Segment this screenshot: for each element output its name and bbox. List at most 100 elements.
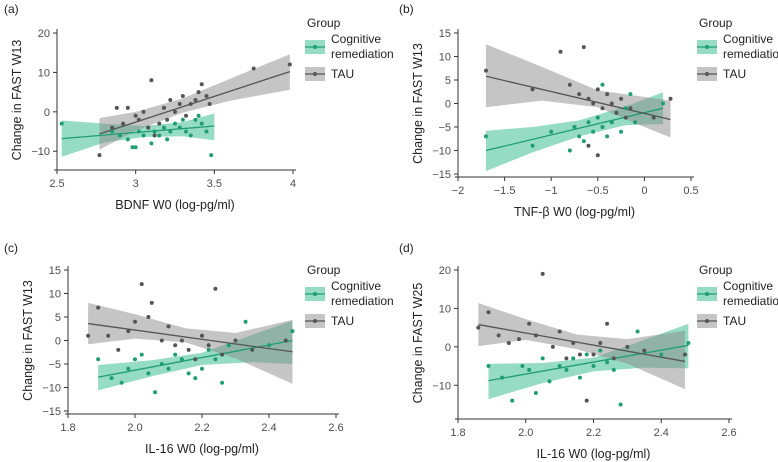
- cr-data-point: [152, 129, 157, 134]
- tau-data-point: [233, 338, 238, 343]
- tau-data-point: [121, 121, 126, 126]
- cr-data-point: [591, 364, 596, 369]
- tau-data-point: [605, 321, 610, 326]
- legend-key-cr-dot: [705, 292, 709, 296]
- legend-key-cr-dot: [313, 292, 317, 296]
- cr-data-point: [584, 352, 589, 357]
- tau-data-point: [591, 352, 596, 357]
- cr-data-point: [213, 357, 218, 362]
- tau-data-point: [651, 115, 656, 120]
- tau-regression-line: [88, 322, 293, 353]
- x-axis-title: IL-16 W0 (log-pg/ml): [145, 442, 259, 456]
- cr-data-point: [119, 380, 124, 385]
- cr-data-point: [564, 367, 569, 372]
- cr-data-point: [581, 139, 586, 144]
- y-tick-label: 5: [55, 312, 61, 324]
- cr-data-point: [133, 357, 137, 362]
- cr-data-point: [661, 101, 666, 106]
- tau-data-point: [146, 315, 151, 319]
- tau-data-point: [558, 49, 563, 54]
- cr-data-point: [186, 371, 191, 376]
- tau-data-point: [625, 344, 630, 349]
- tau-data-point: [476, 325, 481, 330]
- tau-data-point: [577, 352, 582, 357]
- tau-data-point: [619, 96, 624, 101]
- x-tick-label: 0.5: [683, 185, 698, 197]
- cr-data-point: [226, 343, 231, 348]
- y-tick-label: 0: [55, 336, 61, 348]
- cr-data-point: [483, 134, 488, 139]
- tau-data-point: [213, 286, 218, 291]
- y-tick-label: −10: [432, 380, 451, 392]
- cr-data-point: [540, 356, 545, 361]
- tau-confidence-band: [485, 44, 671, 138]
- tau-data-point: [533, 333, 538, 338]
- legend-title: Group: [699, 263, 733, 277]
- tau-data-point: [598, 341, 603, 345]
- legend-label-tau: TAU: [723, 314, 746, 328]
- tau-data-point: [188, 101, 193, 106]
- y-axis-title: Change in FAST W13: [10, 40, 24, 161]
- cr-data-point: [146, 371, 151, 376]
- tau-data-point: [193, 357, 198, 362]
- y-tick-label: 10: [38, 67, 50, 79]
- tau-data-point: [595, 153, 600, 158]
- cr-data-point: [188, 133, 193, 138]
- x-tick-label: 2.4: [654, 427, 669, 439]
- tau-data-point: [614, 110, 619, 115]
- cr-data-point: [177, 125, 182, 130]
- y-tick-label: 15: [439, 28, 451, 40]
- cr-data-point: [204, 129, 209, 134]
- cr-data-point: [567, 148, 572, 153]
- cr-data-point: [139, 352, 144, 357]
- cr-data-point: [549, 129, 554, 134]
- tau-data-point: [571, 341, 576, 345]
- tau-data-point: [611, 356, 616, 361]
- tau-data-point: [204, 94, 209, 99]
- tau-data-point: [196, 90, 201, 95]
- panel-label: (c): [4, 241, 18, 255]
- legend-label-cr-line1: Cognitive: [723, 279, 773, 293]
- y-axis-title: Change in FAST W13: [411, 43, 425, 164]
- x-tick-label: 2.2: [194, 422, 209, 434]
- y-tick-label: −5: [438, 122, 451, 134]
- tau-data-point: [557, 329, 562, 334]
- tau-data-point: [207, 101, 212, 106]
- cr-data-point: [611, 367, 616, 372]
- cr-data-point: [609, 120, 614, 125]
- tau-data-point: [149, 78, 154, 83]
- cr-data-point: [209, 153, 214, 158]
- x-tick-label: 2.0: [127, 422, 142, 434]
- cr-data-point: [290, 329, 295, 334]
- tau-data-point: [173, 109, 177, 114]
- cr-data-point: [633, 120, 638, 125]
- x-tick-label: −1.5: [494, 185, 516, 197]
- tau-data-point: [179, 338, 184, 343]
- tau-data-point: [159, 338, 164, 343]
- y-tick-label: −10: [432, 146, 451, 158]
- tau-data-point: [97, 153, 102, 158]
- cr-data-point: [199, 121, 204, 126]
- y-tick-label: 20: [439, 265, 451, 277]
- legend-label-cr-line2: remediation: [331, 294, 394, 308]
- cr-data-point: [619, 129, 624, 134]
- cr-data-point: [635, 329, 640, 334]
- tau-data-point: [186, 347, 191, 352]
- cr-data-point: [486, 364, 491, 369]
- cr-data-point: [165, 137, 170, 142]
- panel-c: (c) 1.8 2.0 2.2 2.4 2.6 −15 −10 −5 0 5 10 15 IL-16 W0…: [4, 241, 394, 456]
- panel-label: (b): [399, 2, 414, 16]
- cr-data-point: [605, 360, 610, 365]
- tau-data-point: [586, 96, 591, 101]
- tau-data-point: [133, 319, 137, 324]
- tau-data-point: [605, 92, 610, 97]
- tau-confidence-band: [99, 54, 290, 150]
- tau-data-point: [173, 343, 178, 348]
- axes: −2 −1.5 −1 −0.5 0 0.5 −15 −10 −5 0 5 10 15: [432, 28, 698, 197]
- cr-data-point: [243, 319, 248, 324]
- y-tick-label: −5: [48, 359, 61, 371]
- tau-data-point: [180, 94, 185, 99]
